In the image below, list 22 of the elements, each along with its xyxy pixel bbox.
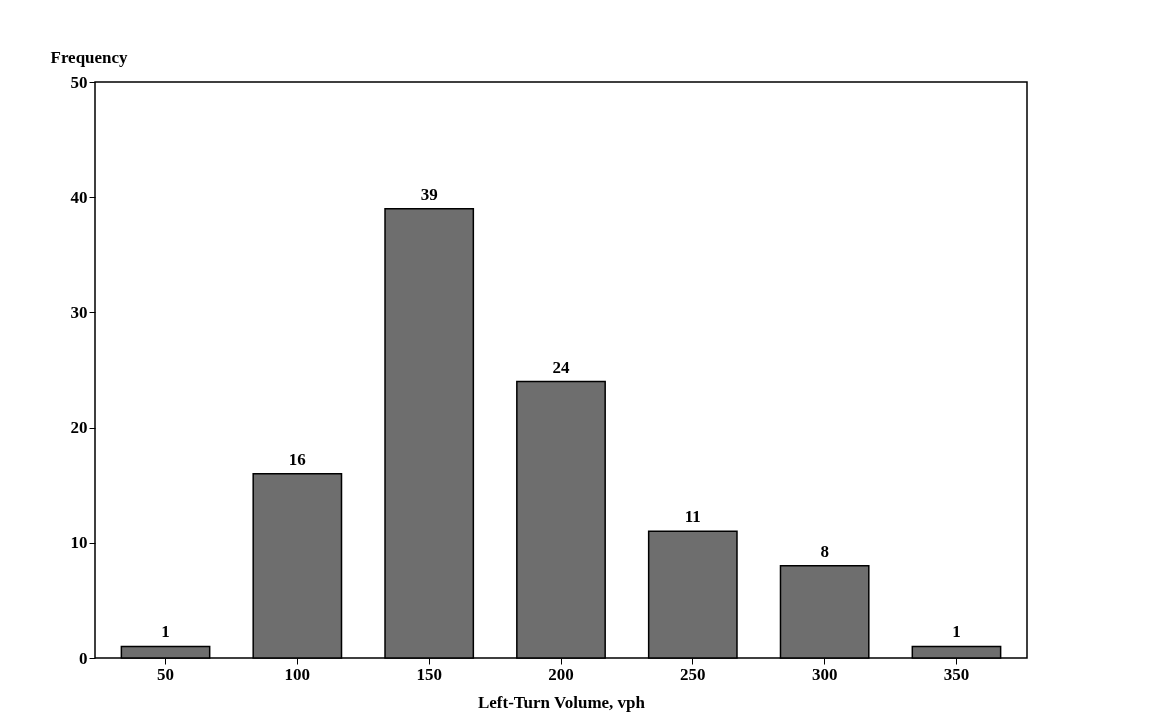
y-tick-label: 50 — [70, 72, 88, 92]
x-tick-label: 250 — [680, 664, 706, 684]
x-tick-label: 350 — [943, 664, 970, 684]
data-label: 39 — [420, 184, 438, 204]
y-axis-title: Frequency — [50, 47, 129, 67]
data-label: 11 — [684, 507, 701, 527]
data-label: 8 — [820, 541, 829, 561]
data-label: 1 — [952, 622, 961, 642]
y-tick-label: 10 — [70, 533, 88, 553]
y-tick-label: 30 — [70, 302, 88, 322]
x-tick-label: 300 — [811, 664, 838, 684]
x-tick-label: 50 — [157, 664, 175, 684]
data-label: 16 — [288, 449, 306, 469]
y-tick-label: 0 — [79, 648, 88, 668]
y-tick-label: 20 — [70, 418, 88, 438]
x-axis-title: Left-Turn Volume, vph — [477, 692, 646, 712]
x-tick-label: 200 — [548, 664, 574, 684]
y-tick-label: 40 — [70, 187, 88, 207]
data-label: 1 — [161, 622, 170, 642]
x-tick-label: 150 — [416, 664, 442, 684]
data-label: 24 — [552, 357, 570, 377]
x-tick-label: 100 — [284, 664, 311, 684]
